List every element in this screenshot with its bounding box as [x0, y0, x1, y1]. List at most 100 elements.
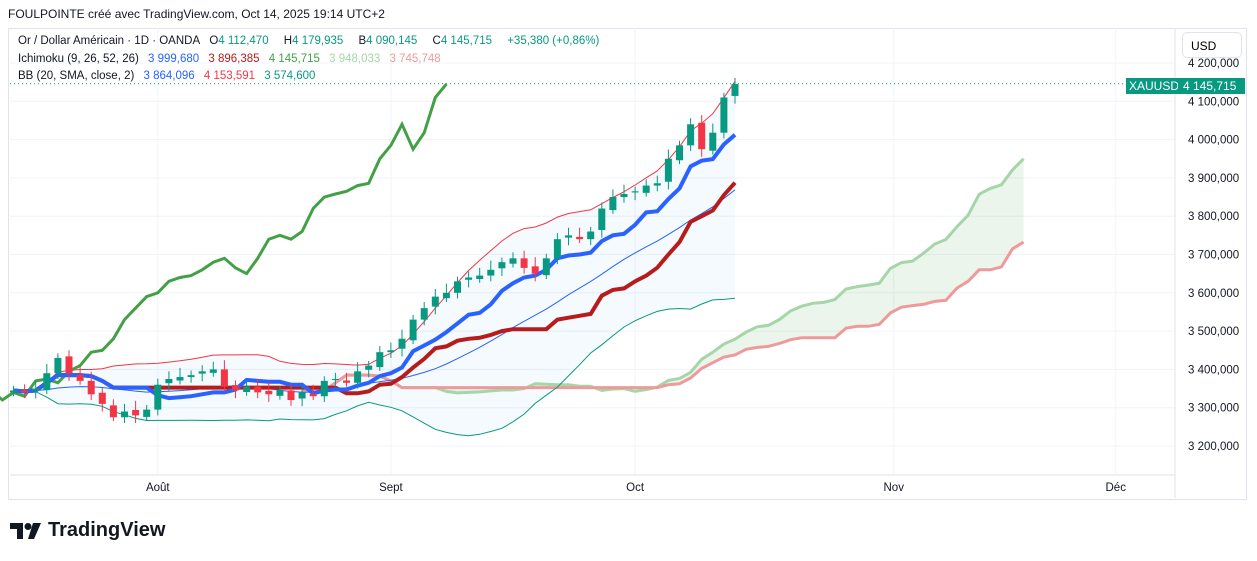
candle-body — [154, 384, 162, 410]
candle-body — [509, 258, 517, 264]
candle-body — [32, 388, 40, 391]
candle-body — [731, 84, 739, 96]
lagging-span-line — [0, 83, 448, 402]
span-a-value: 3 948,033 — [329, 53, 381, 65]
span-b-value: 3 745,748 — [389, 53, 441, 65]
candle-body — [298, 392, 306, 399]
y-tick-label: 3 300,000 — [1188, 403, 1239, 415]
candle-body — [420, 308, 428, 320]
candle-body — [531, 266, 539, 274]
candle-body — [476, 275, 484, 280]
candle-body — [76, 374, 84, 381]
y-tick-label: 4 100,000 — [1188, 96, 1239, 108]
candle-body — [354, 371, 362, 383]
tradingview-logo[interactable]: TradingView — [10, 519, 165, 542]
candle-body — [243, 386, 251, 392]
candle-body — [54, 357, 62, 374]
candle-body — [254, 386, 262, 393]
currency-button[interactable]: USD — [1182, 32, 1242, 58]
x-tick-label: Oct — [626, 482, 645, 494]
lagging-value: 4 145,715 — [268, 53, 320, 65]
y-tick-label: 3 800,000 — [1188, 211, 1239, 223]
candle-body — [87, 380, 95, 395]
candle-body — [664, 158, 672, 182]
candle-body — [331, 378, 339, 380]
high-label: H — [283, 35, 293, 47]
candle-body — [265, 390, 273, 395]
chart-title: FOULPOINTE créé avec TradingView.com, Oc… — [8, 7, 385, 21]
low-value: 4 090,145 — [366, 35, 418, 47]
y-tick-label: 3 900,000 — [1188, 173, 1239, 185]
candle-body — [709, 132, 717, 151]
candle-body — [220, 369, 228, 387]
candle-body — [209, 369, 217, 373]
bb-basis-line — [13, 189, 736, 393]
candle-body — [609, 197, 617, 211]
open-value: 4 112,470 — [218, 35, 269, 47]
bb-basis-value: 3 864,096 — [143, 70, 195, 82]
candle-body — [698, 122, 706, 150]
candle-body — [387, 350, 395, 353]
candle-body — [431, 296, 439, 307]
candle-body — [10, 390, 17, 393]
bb-lower-line — [13, 297, 736, 437]
span-b-line — [301, 240, 1025, 393]
candle-body — [365, 365, 373, 370]
close-label: C — [432, 35, 441, 47]
x-tick-label: Déc — [1106, 482, 1127, 494]
last-price-tag: 4 145,715 — [1178, 78, 1245, 94]
y-tick-label: 3 400,000 — [1188, 364, 1239, 376]
candle-body — [598, 208, 606, 230]
candle-body — [409, 319, 417, 341]
ichimoku-legend[interactable]: Ichimoku (9, 26, 52, 26) 3 999,680 3 896… — [18, 53, 447, 65]
brand-name: TradingView — [48, 519, 166, 541]
bb-lower-value: 3 574,600 — [264, 70, 316, 82]
candle-body — [653, 183, 661, 186]
bb-fill — [13, 81, 735, 436]
open-label: O — [209, 35, 219, 47]
close-value: 4 145,715 — [440, 35, 493, 47]
candle-body — [276, 390, 284, 396]
candle-body — [176, 377, 184, 381]
candle-body — [43, 373, 51, 391]
candle-body — [576, 236, 584, 240]
x-tick-label: Sept — [379, 482, 403, 494]
y-tick-label: 3 600,000 — [1188, 288, 1239, 300]
symbol-legend[interactable]: Or / Dollar Américain · 1D · OANDA O4 11… — [18, 35, 605, 47]
candle-body — [487, 269, 495, 276]
candle-body — [465, 277, 473, 280]
candle-body — [287, 390, 295, 401]
candle-body — [587, 231, 595, 240]
candle-body — [498, 262, 506, 269]
y-tick-label: 4 200,000 — [1188, 58, 1239, 70]
candle-body — [165, 378, 173, 384]
tradingview-logo-icon — [10, 522, 41, 539]
candle-body — [687, 124, 695, 146]
candle-body — [565, 235, 572, 238]
tenkan-value: 3 999,680 — [148, 53, 200, 65]
candle-body — [542, 258, 550, 276]
candle-body — [309, 393, 317, 397]
y-tick-label: 4 000,000 — [1188, 135, 1239, 147]
tenkan-line — [13, 133, 737, 401]
bb-legend[interactable]: BB (20, SMA, close, 2) 3 864,096 4 153,5… — [18, 70, 321, 82]
candle-body — [109, 405, 117, 418]
candle-body — [398, 338, 406, 349]
candle-body — [320, 380, 328, 397]
candle-body — [143, 409, 151, 417]
candle-body — [454, 281, 461, 293]
candle-body — [553, 239, 561, 259]
candle-body — [232, 385, 239, 391]
y-tick-label: 3 700,000 — [1188, 250, 1239, 262]
candle-body — [631, 191, 639, 193]
bb-upper-value: 4 153,591 — [203, 70, 256, 82]
candle-body — [442, 292, 450, 299]
low-label: B — [358, 35, 367, 47]
candle-body — [65, 356, 73, 374]
candle-body — [720, 97, 728, 133]
candle-body — [620, 193, 628, 198]
candle-body — [121, 411, 128, 418]
bb-upper-line — [13, 81, 736, 391]
candle-body — [676, 145, 683, 161]
